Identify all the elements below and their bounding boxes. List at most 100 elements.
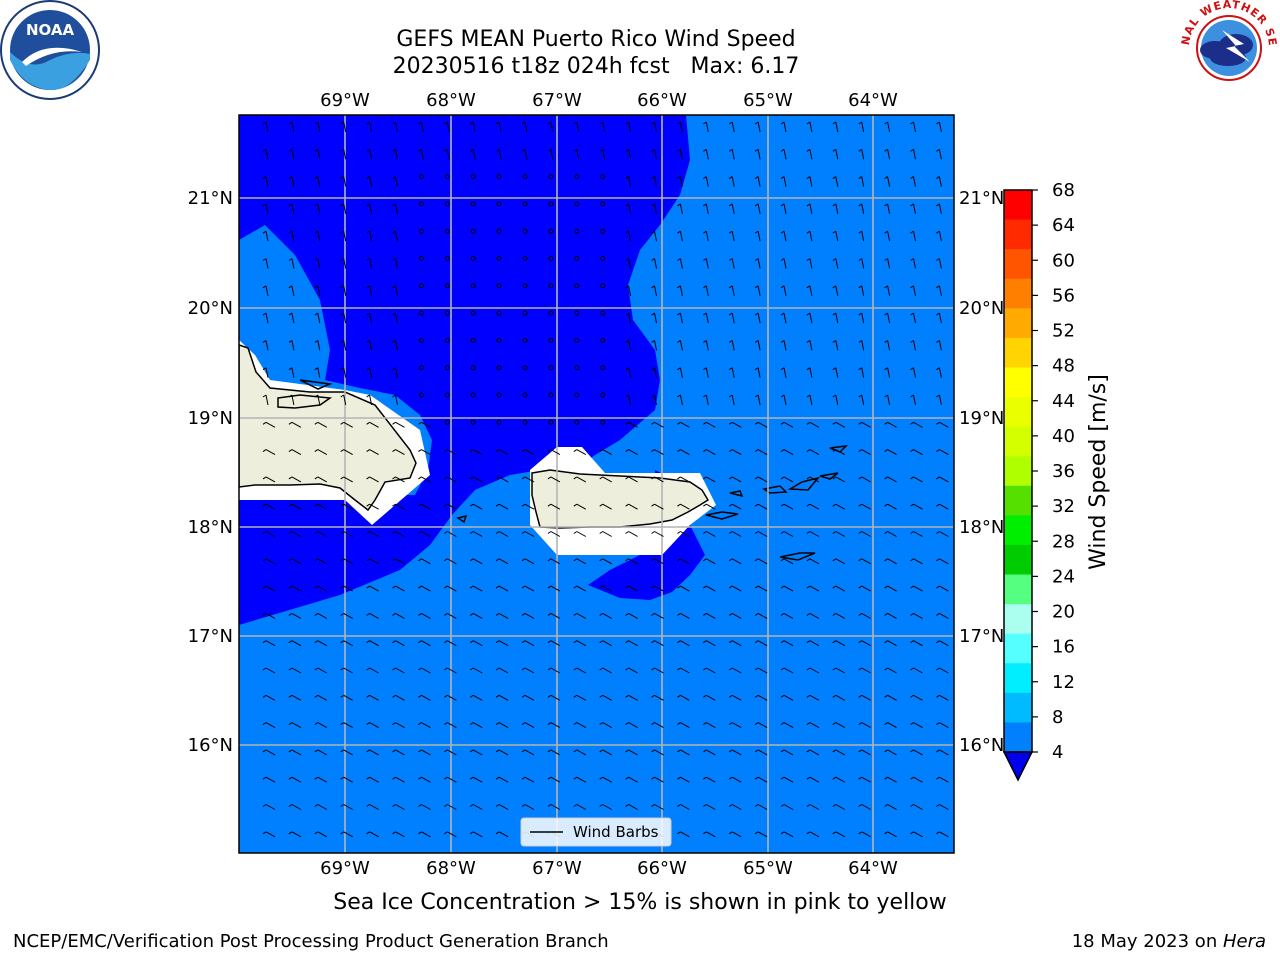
wind-barb-flag xyxy=(625,503,629,507)
lat-tick-label: 20°N xyxy=(959,298,1004,319)
calm-wind-marker xyxy=(522,174,528,180)
wind-barb-flag xyxy=(547,722,552,726)
wind-barb-flag xyxy=(677,176,681,180)
wind-barb xyxy=(731,340,735,351)
wind-barb xyxy=(679,285,683,296)
wind-barb-flag xyxy=(780,722,785,726)
calm-wind-marker xyxy=(444,337,450,343)
wind-barb-flag xyxy=(340,203,344,207)
wind-barb-flag xyxy=(495,804,500,807)
wind-barb-flag xyxy=(651,339,655,343)
wind-barb xyxy=(809,503,820,510)
wind-barb-flag xyxy=(469,831,474,835)
wind-barb xyxy=(835,394,839,406)
wind-barb xyxy=(317,749,328,756)
calm-wind-marker xyxy=(548,337,554,343)
calm-wind-marker xyxy=(418,310,424,316)
wind-barb xyxy=(705,149,709,160)
wind-barb xyxy=(654,558,664,565)
wind-barb xyxy=(706,640,716,647)
wind-barb-flag xyxy=(547,612,552,616)
wind-barb-flag xyxy=(728,476,733,480)
wind-barb xyxy=(447,804,457,810)
calm-wind-marker xyxy=(444,283,450,289)
wind-barb-flag xyxy=(703,804,707,807)
wind-barb-flag xyxy=(521,449,526,453)
wind-barb-flag xyxy=(547,531,552,534)
wind-barb xyxy=(421,612,431,619)
wind-barb-flag xyxy=(936,339,940,343)
wind-barb-flag xyxy=(366,285,370,289)
wind-barb-flag xyxy=(936,285,940,289)
wind-barb-flag xyxy=(547,476,552,480)
wind-barb-flag xyxy=(651,667,655,671)
wind-barb-flag xyxy=(340,612,344,616)
wind-barb xyxy=(654,776,664,783)
wind-barb xyxy=(265,585,276,592)
wind-barb xyxy=(731,394,735,406)
wind-barb-flag xyxy=(340,176,344,180)
wind-barb xyxy=(757,421,768,428)
wind-barb xyxy=(602,585,612,592)
wind-barb-flag xyxy=(754,367,759,371)
wind-barb xyxy=(550,503,561,510)
wind-barb-flag xyxy=(780,804,785,807)
wind-barb xyxy=(913,503,923,510)
wind-barb xyxy=(809,612,820,619)
calm-wind-marker xyxy=(522,337,528,343)
wind-barb-flag xyxy=(936,776,940,780)
wind-barb xyxy=(939,531,949,537)
wind-barb-flag xyxy=(806,230,811,234)
wind-barb xyxy=(783,694,794,701)
calm-wind-marker xyxy=(522,392,528,398)
wind-barb-flag xyxy=(651,694,655,698)
wind-barb xyxy=(447,531,457,537)
calm-wind-marker xyxy=(574,174,580,180)
wind-barb xyxy=(291,231,295,242)
wind-barb xyxy=(887,176,891,187)
calm-wind-marker xyxy=(522,365,528,371)
wind-barb xyxy=(576,476,587,483)
wind-barb-flag xyxy=(314,804,319,807)
wind-barb-flag xyxy=(651,285,655,289)
wind-barb-flag xyxy=(418,531,422,534)
wind-barb-flag xyxy=(677,421,681,425)
wind-barb xyxy=(654,722,664,729)
wind-barb xyxy=(706,503,716,510)
wind-barb-flag xyxy=(703,258,707,261)
wind-barb xyxy=(835,340,839,351)
wind-barb xyxy=(809,121,813,133)
wind-barb xyxy=(809,531,820,537)
wind-barb-flag xyxy=(858,694,862,698)
wind-barb xyxy=(602,476,612,483)
wind-barb-flag xyxy=(495,531,500,534)
lat-tick-label: 18°N xyxy=(959,517,1004,538)
nws-logo: NATIONAL WEATHER SERVICE xyxy=(0,0,1278,95)
wind-barb-flag xyxy=(444,503,448,507)
wind-barb-flag xyxy=(728,531,733,534)
wind-barb xyxy=(472,776,483,783)
wind-barb-flag xyxy=(573,531,578,534)
wind-barb-flag xyxy=(806,176,811,180)
wind-barb xyxy=(680,804,690,810)
wind-barb-flag xyxy=(910,367,914,371)
wind-barb xyxy=(369,449,379,456)
wind-barb-flag xyxy=(728,339,733,343)
wind-barb xyxy=(265,176,269,187)
wind-barb xyxy=(343,231,347,242)
wind-barb-flag xyxy=(910,312,914,316)
wind-barb-flag xyxy=(910,258,914,261)
wind-barb-flag xyxy=(625,558,629,562)
wind-barb xyxy=(654,476,664,483)
wind-barb xyxy=(731,121,735,133)
wind-barb xyxy=(447,640,457,647)
wind-barb-flag xyxy=(521,694,526,698)
wind-barb-flag xyxy=(910,148,914,152)
wind-barb xyxy=(861,531,871,537)
wind-barb-flag xyxy=(858,776,862,780)
colorbar-tick-label: 68 xyxy=(1052,180,1075,201)
wind-barb xyxy=(887,231,891,242)
wind-barb-flag xyxy=(340,531,344,534)
wind-barb xyxy=(913,449,923,456)
wind-barb-flag xyxy=(703,285,707,289)
